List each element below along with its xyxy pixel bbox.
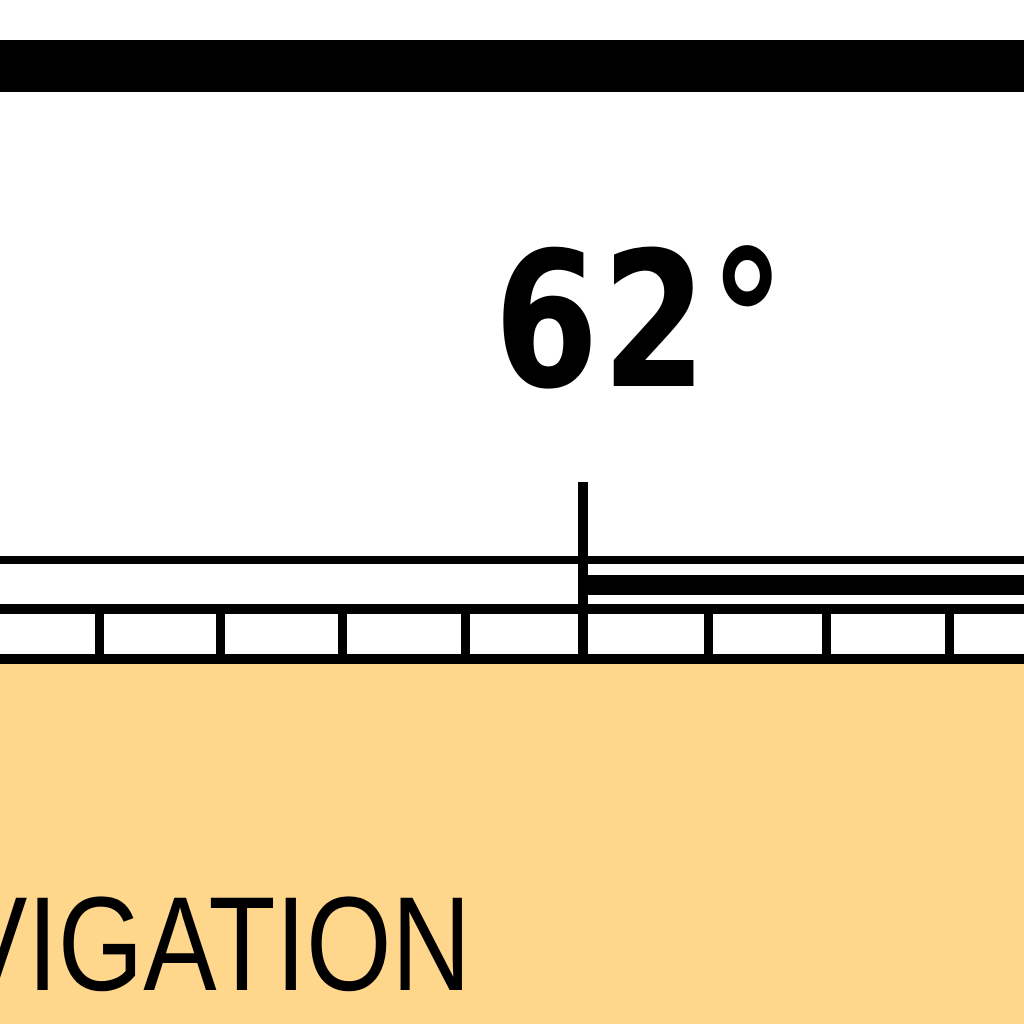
navigation-panel	[0, 664, 1024, 1024]
scale-upper-line	[0, 556, 1024, 564]
scale-tick-2	[216, 610, 225, 660]
navigation-label: VIGATION	[0, 870, 471, 1019]
scale-main-tick	[578, 482, 588, 664]
scale-tick-4	[461, 610, 470, 660]
scale-bottom-line	[0, 654, 1024, 664]
scale-tick-5	[704, 610, 713, 660]
scale-tick-6	[822, 610, 831, 660]
scale-middle-line	[0, 604, 1024, 614]
scale-thick-bar	[582, 575, 1024, 595]
angle-label: 62°	[494, 212, 789, 431]
scale-tick-1	[95, 610, 104, 660]
scale-tick-3	[338, 610, 347, 660]
scale-bar	[0, 482, 1024, 664]
scale-tick-7	[945, 610, 954, 660]
top-border-bar	[0, 40, 1024, 92]
